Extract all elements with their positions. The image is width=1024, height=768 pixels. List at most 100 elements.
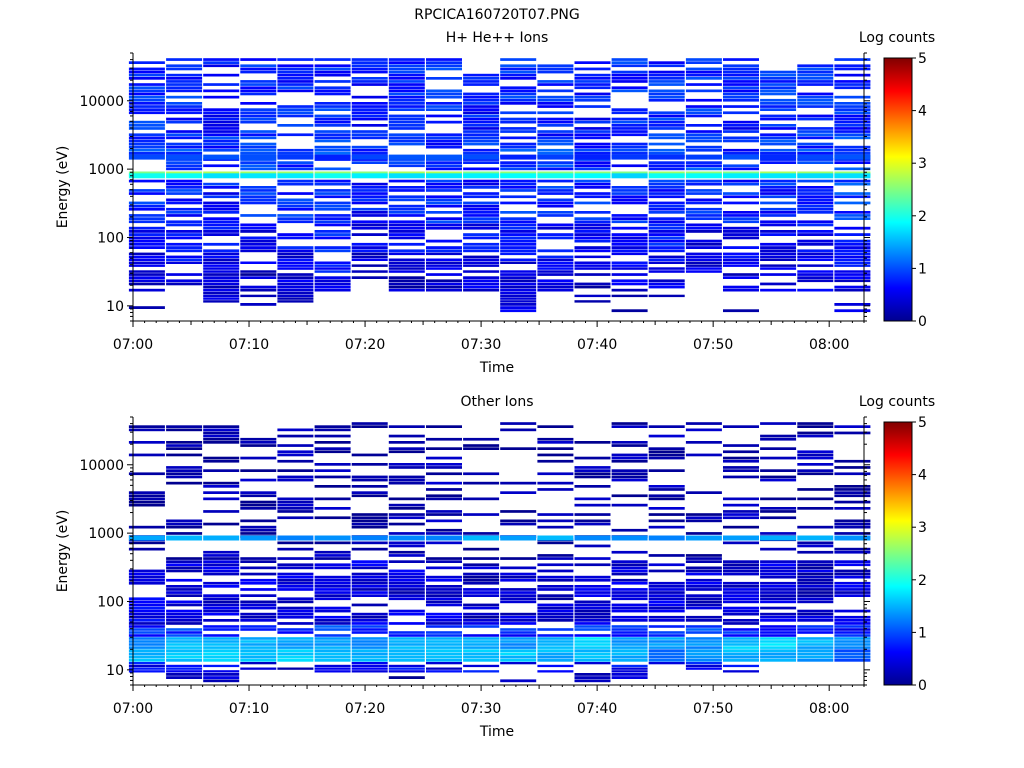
x-tick-label: 07:20 <box>345 701 385 717</box>
heatmap-cell <box>351 152 388 155</box>
heatmap-cell <box>166 612 203 616</box>
heatmap-cell <box>760 606 797 610</box>
heatmap-cell <box>574 195 611 199</box>
heatmap-cell <box>834 507 871 510</box>
heatmap-cell <box>463 114 500 118</box>
heatmap-cell <box>166 167 203 171</box>
heatmap-cell <box>128 279 165 283</box>
heatmap-cell <box>574 120 611 124</box>
heatmap-cell <box>426 600 462 604</box>
heatmap-cell <box>574 233 611 236</box>
heatmap-cell <box>351 667 388 670</box>
heatmap-cell <box>166 652 203 656</box>
heatmap-cell <box>760 532 797 535</box>
heatmap-cell <box>314 64 351 68</box>
heatmap-cell <box>166 472 203 476</box>
heatmap-cell <box>240 136 277 140</box>
heatmap-cell <box>314 139 351 143</box>
heatmap-cell <box>166 585 203 588</box>
energy-line-cell <box>500 173 537 179</box>
heatmap-cell <box>574 61 611 64</box>
heatmap-cell <box>723 167 759 171</box>
heatmap-cell <box>388 73 425 77</box>
heatmap-cell <box>426 637 462 640</box>
heatmap-cell <box>834 588 871 591</box>
energy-line-cell <box>648 535 685 541</box>
heatmap-cell <box>426 437 462 441</box>
heatmap-cell <box>463 117 500 121</box>
heatmap-cell <box>314 102 351 105</box>
heatmap-cell <box>685 130 722 133</box>
heatmap-cell <box>760 619 797 622</box>
heatmap-cell <box>426 662 462 665</box>
heatmap-cell <box>834 105 871 108</box>
heatmap-cell <box>797 612 834 616</box>
heatmap-cell <box>166 594 203 597</box>
energy-line-cell <box>203 173 240 179</box>
heatmap-cell <box>314 425 351 428</box>
heatmap-cell <box>314 643 351 646</box>
heatmap-cell <box>426 285 462 289</box>
heatmap-cell <box>537 597 574 601</box>
heatmap-cell <box>723 255 759 259</box>
heatmap-cell <box>574 513 611 516</box>
heatmap-cell <box>351 453 388 457</box>
heatmap-cell <box>351 201 388 205</box>
heatmap-cell <box>574 662 611 665</box>
energy-line-cell <box>240 173 277 179</box>
heatmap-cell <box>128 575 165 579</box>
heatmap-cell <box>500 631 537 634</box>
heatmap-cell <box>388 164 425 168</box>
heatmap-cell <box>797 161 834 164</box>
heatmap-cell <box>463 594 500 597</box>
heatmap-cell <box>351 475 388 479</box>
heatmap-cell <box>240 142 277 146</box>
heatmap-cell <box>166 588 203 591</box>
heatmap-cell <box>834 485 871 488</box>
heatmap-cell <box>314 507 351 510</box>
heatmap-cell <box>277 161 314 164</box>
heatmap-cell <box>797 640 834 643</box>
energy-line-cell <box>685 173 722 179</box>
heatmap-cell <box>128 643 165 646</box>
heatmap-cell <box>723 233 759 236</box>
heatmap-cell <box>500 67 537 71</box>
heatmap-cell <box>128 572 165 576</box>
heatmap-cell <box>166 676 203 679</box>
heatmap-cell <box>834 637 871 640</box>
heatmap-cell <box>314 261 351 264</box>
heatmap-cell <box>537 255 574 259</box>
heatmap-cell <box>723 285 759 289</box>
heatmap-cell <box>388 161 425 164</box>
heatmap-cell <box>574 646 611 649</box>
heatmap-cell <box>166 179 203 183</box>
heatmap-cell <box>203 207 240 211</box>
heatmap-cell <box>314 646 351 649</box>
heatmap-cell <box>463 236 500 240</box>
energy-line-cell <box>611 173 648 179</box>
heatmap-cell <box>648 120 685 124</box>
heatmap-cell <box>574 249 611 253</box>
heatmap-cell <box>760 207 797 211</box>
heatmap-cell <box>537 161 574 164</box>
heatmap-cell <box>463 201 500 205</box>
x-tick-label: 07:50 <box>693 701 733 717</box>
colorbar-tick-label: 0 <box>918 314 927 330</box>
heatmap-cell <box>351 233 388 236</box>
heatmap-cell <box>574 239 611 243</box>
heatmap-cell <box>277 588 314 591</box>
heatmap-cell <box>128 270 165 273</box>
heatmap-cell <box>314 267 351 270</box>
heatmap-cell <box>611 637 648 640</box>
heatmap-cell <box>314 86 351 90</box>
heatmap-cell <box>277 622 314 625</box>
heatmap-cell <box>611 578 648 582</box>
heatmap-cell <box>760 267 797 270</box>
heatmap-cell <box>611 503 648 507</box>
heatmap-cell <box>166 640 203 643</box>
heatmap-cell <box>723 649 759 653</box>
heatmap-cell <box>574 136 611 140</box>
heatmap-cell <box>128 628 165 631</box>
heatmap-cell <box>240 469 277 472</box>
heatmap-cell <box>611 279 648 283</box>
